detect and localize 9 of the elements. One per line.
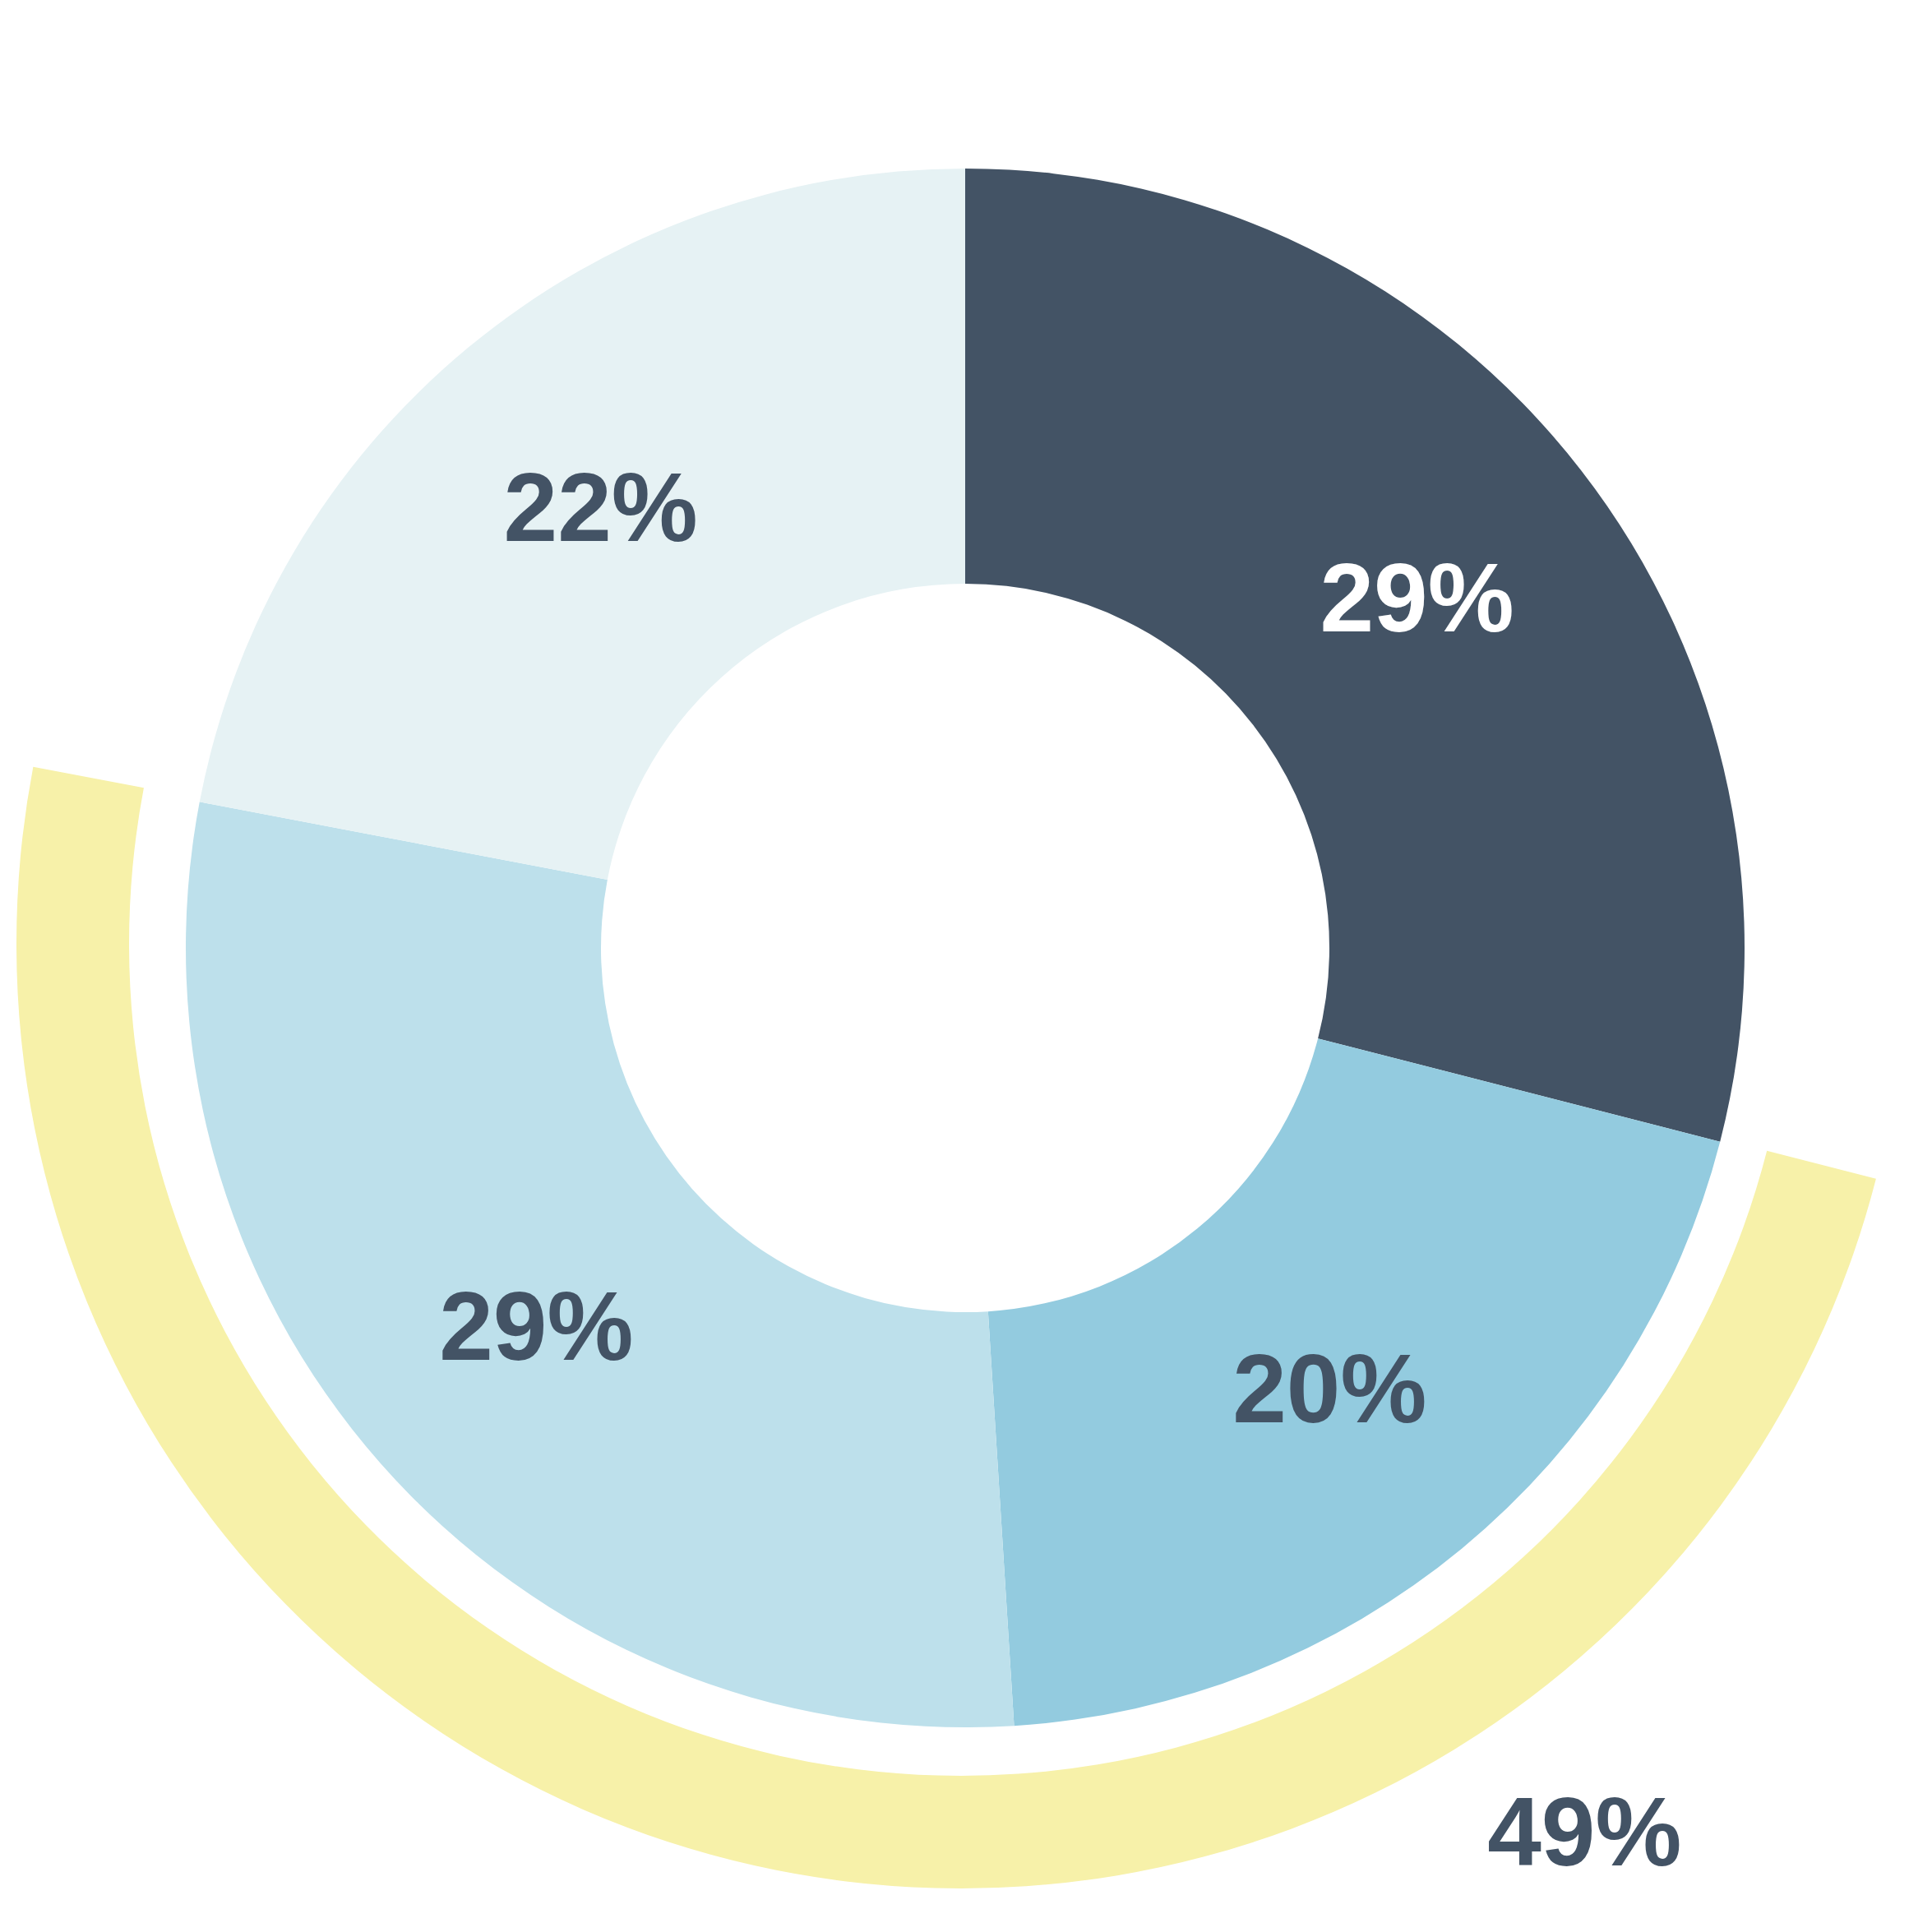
donut-slice bbox=[199, 169, 965, 880]
data-label: 22% bbox=[503, 453, 698, 562]
donut-slice bbox=[965, 169, 1745, 1142]
data-label: 20% bbox=[1232, 1334, 1427, 1443]
text: 49% bbox=[1487, 1777, 1682, 1887]
data-label: 29% bbox=[439, 1271, 634, 1380]
donut-slice bbox=[187, 802, 1015, 1726]
data-label: 29% bbox=[1320, 543, 1514, 652]
donut-slice bbox=[987, 1038, 1721, 1726]
